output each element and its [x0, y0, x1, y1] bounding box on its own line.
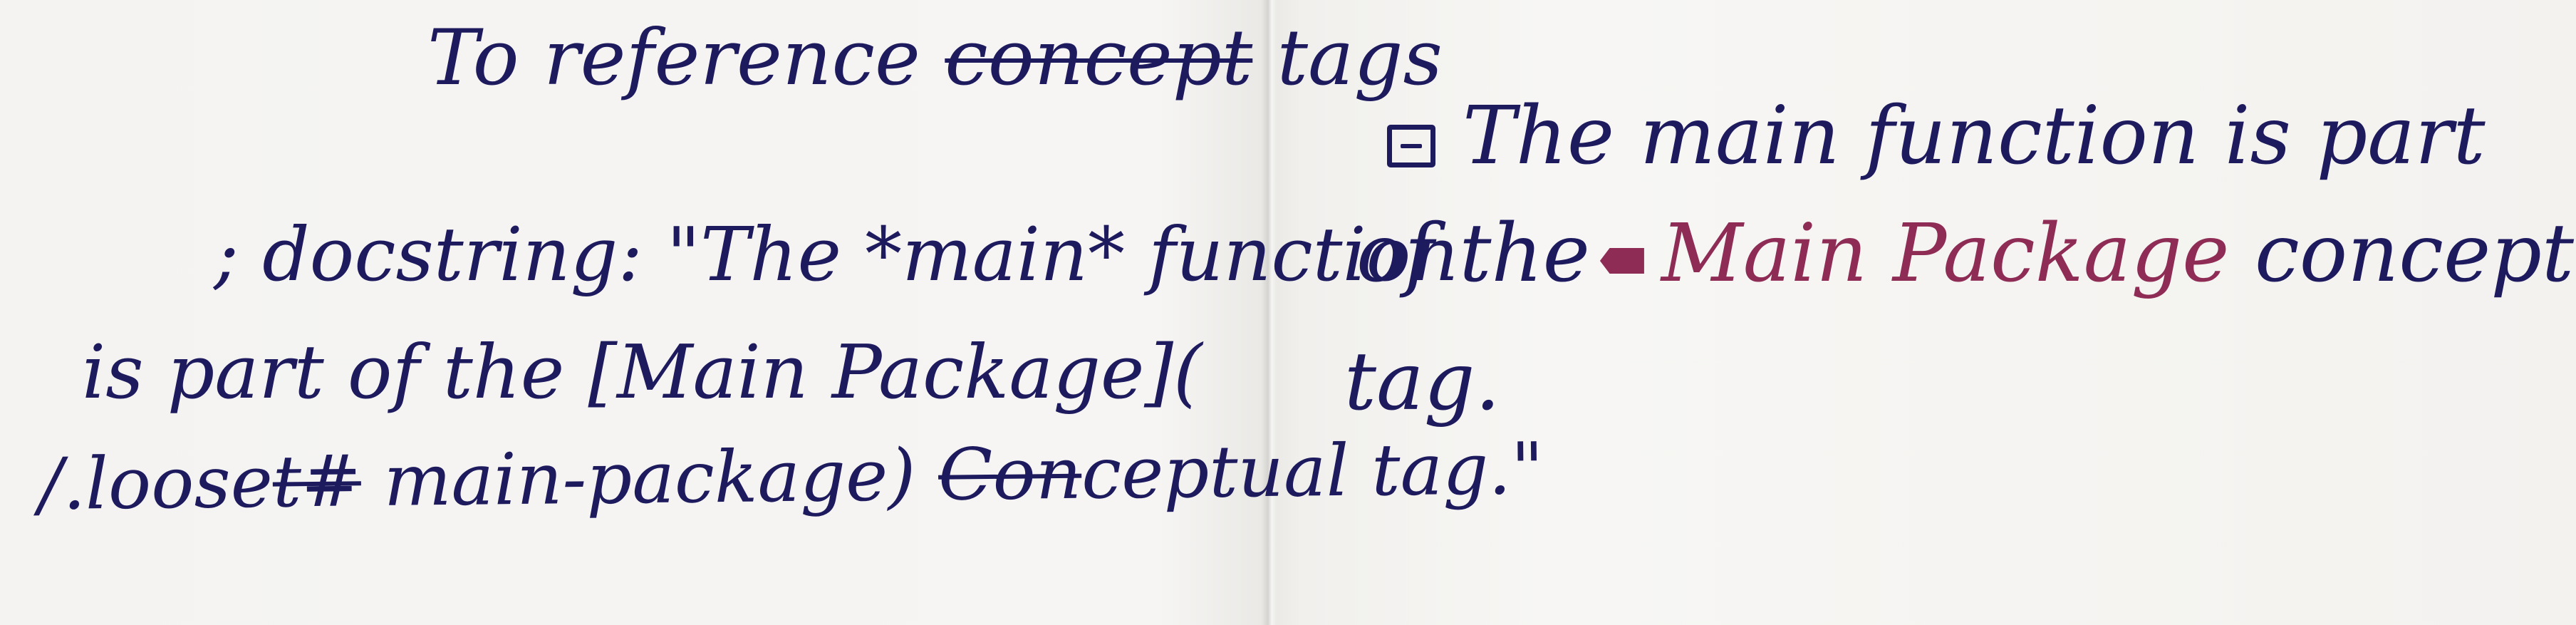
main-package-link[interactable]: Main Package	[1661, 207, 2230, 300]
struck-hash: t#	[272, 439, 362, 524]
line-1-after: tags	[1252, 14, 1443, 103]
docstring-box-icon	[1387, 125, 1435, 167]
concept-tag-icon[interactable]	[1599, 248, 1644, 274]
line-1-before: To reference	[427, 14, 945, 103]
left-line-1: To reference concept tags	[427, 20, 1443, 97]
left-line-2: ; docstring: "The *main* function	[214, 211, 1459, 298]
struck-con: Con	[938, 431, 1082, 517]
right-line-2-after: conceptual	[2254, 207, 2576, 300]
right-line-1-text: The main function is part	[1463, 90, 2486, 182]
right-line-1: The main function is part	[1387, 96, 2486, 176]
page-fold	[1261, 0, 1277, 625]
right-line-2-before: of the	[1356, 207, 1590, 300]
left-line-3: is part of the [Main Package](	[82, 329, 1203, 415]
left-page: To reference concept tags ; docstring: "…	[0, 0, 1544, 625]
right-line-3: tag.	[1344, 336, 1501, 428]
line-4-before: /.loose	[38, 440, 274, 526]
right-page: The main function is part of the Main Pac…	[1277, 0, 2576, 625]
line-4-middle: main-package)	[360, 433, 939, 523]
struck-word-concept: concept	[945, 14, 1253, 103]
